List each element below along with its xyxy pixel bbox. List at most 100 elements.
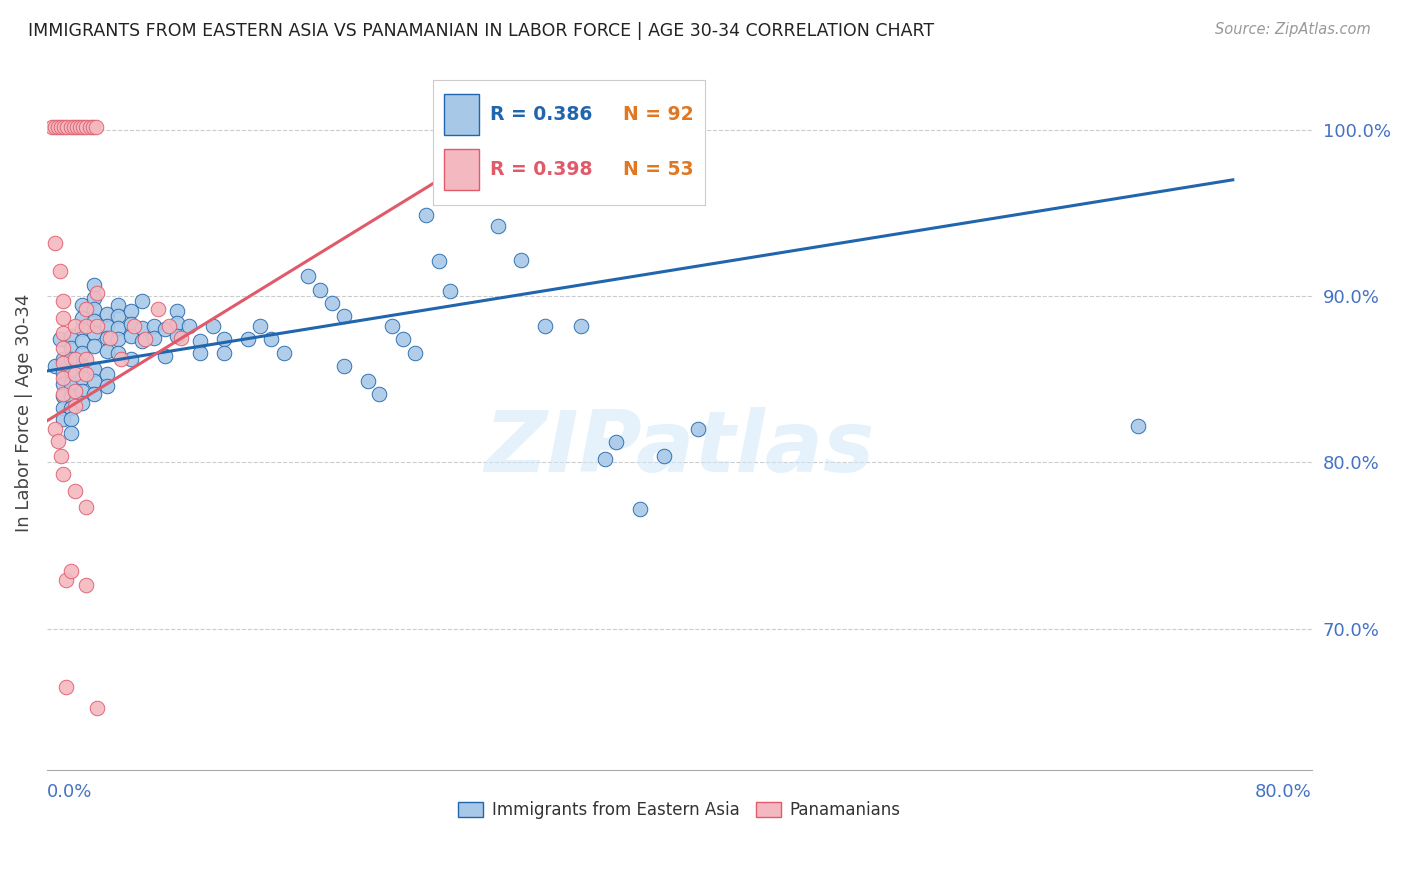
Point: [84, 120, 107, 134]
Point: [122, 319, 145, 334]
Point: [333, 359, 356, 373]
Text: IMMIGRANTS FROM EASTERN ASIA VS PANAMANIAN IN LABOR FORCE | AGE 30-34 CORRELATIO: IMMIGRANTS FROM EASTERN ASIA VS PANAMANI…: [28, 22, 934, 40]
Point: [143, 319, 166, 334]
Point: [83, 291, 105, 305]
Point: [391, 333, 413, 347]
Point: [155, 349, 177, 363]
Point: [96, 319, 118, 334]
Point: [75, 302, 97, 317]
Point: [83, 314, 105, 328]
Point: [260, 333, 283, 347]
Point: [131, 334, 153, 348]
Point: [65, 483, 87, 498]
Point: [83, 326, 105, 340]
Point: [46, 434, 69, 448]
Point: [96, 344, 118, 359]
Point: [75, 578, 97, 592]
Point: [96, 379, 118, 393]
Point: [82, 120, 104, 134]
Point: [236, 333, 259, 347]
Point: [107, 309, 129, 323]
Point: [44, 422, 66, 436]
Point: [534, 319, 557, 334]
Point: [75, 120, 97, 134]
Point: [120, 352, 142, 367]
Point: [52, 310, 75, 325]
Point: [41, 120, 63, 134]
Point: [179, 319, 201, 334]
Point: [427, 254, 450, 268]
Point: [59, 412, 82, 426]
Point: [66, 120, 89, 134]
Point: [688, 422, 710, 436]
Point: [404, 345, 426, 359]
Point: [52, 294, 75, 309]
Point: [44, 359, 66, 373]
Point: [70, 345, 93, 359]
Point: [120, 329, 142, 343]
Point: [52, 412, 75, 426]
Point: [46, 120, 69, 134]
Point: [59, 564, 82, 578]
Point: [333, 309, 356, 323]
Point: [510, 252, 533, 267]
Point: [157, 319, 180, 334]
Point: [569, 319, 592, 334]
Point: [70, 334, 93, 348]
Point: [134, 333, 156, 347]
Point: [59, 401, 82, 415]
Point: [415, 208, 437, 222]
Point: [48, 333, 70, 347]
Point: [146, 302, 169, 317]
Point: [69, 120, 91, 134]
Point: [55, 680, 77, 694]
Point: [52, 401, 75, 415]
Point: [212, 345, 235, 359]
Point: [131, 294, 153, 309]
Point: [107, 320, 129, 334]
Point: [628, 502, 651, 516]
Point: [439, 284, 461, 298]
Point: [83, 362, 105, 376]
Point: [59, 425, 82, 440]
Point: [72, 120, 94, 134]
Point: [49, 449, 72, 463]
Point: [309, 283, 332, 297]
Point: [166, 304, 188, 318]
Point: [52, 326, 75, 340]
Point: [59, 341, 82, 355]
Point: [98, 331, 121, 345]
Point: [83, 374, 105, 388]
Point: [70, 297, 93, 311]
Point: [273, 345, 295, 359]
Y-axis label: In Labor Force | Age 30-34: In Labor Force | Age 30-34: [15, 293, 32, 532]
Point: [59, 352, 82, 367]
Point: [83, 387, 105, 401]
Point: [70, 370, 93, 384]
Point: [110, 352, 132, 367]
Point: [59, 377, 82, 392]
Point: [368, 387, 391, 401]
Point: [59, 329, 82, 343]
Point: [70, 395, 93, 409]
Point: [201, 319, 224, 334]
Point: [59, 364, 82, 378]
Point: [56, 120, 79, 134]
Point: [70, 310, 93, 325]
Point: [297, 269, 319, 284]
Point: [52, 356, 75, 370]
Point: [188, 334, 211, 348]
Point: [75, 368, 97, 382]
Point: [70, 384, 93, 398]
Point: [44, 235, 66, 250]
Point: [65, 352, 87, 367]
Point: [86, 701, 108, 715]
Point: [65, 319, 87, 334]
Text: Source: ZipAtlas.com: Source: ZipAtlas.com: [1215, 22, 1371, 37]
Point: [605, 435, 627, 450]
Point: [86, 319, 108, 334]
Point: [166, 329, 188, 343]
Point: [48, 264, 70, 278]
Point: [486, 219, 509, 234]
Point: [52, 467, 75, 481]
